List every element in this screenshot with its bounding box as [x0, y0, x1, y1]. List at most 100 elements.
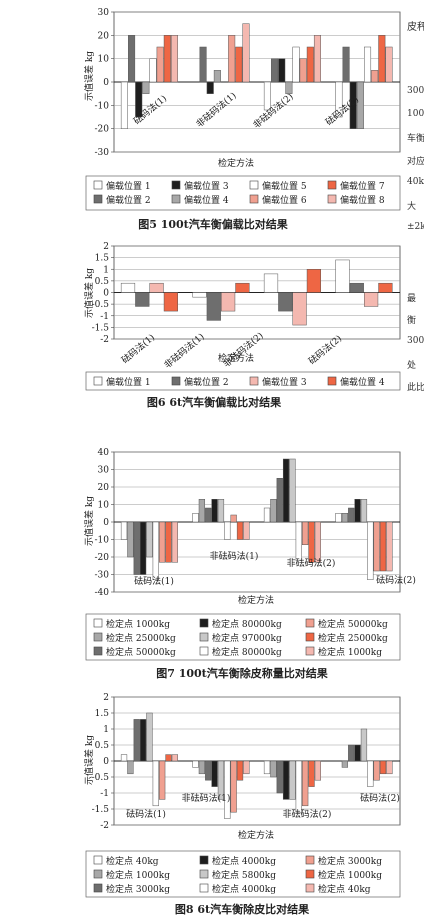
bar — [341, 760, 349, 768]
bar — [354, 744, 361, 762]
bar — [206, 81, 214, 94]
legend-label: 检定点 40kg — [106, 855, 159, 867]
legend-label: 检定点 1000kg — [106, 869, 170, 881]
legend-label: 偏载位置 3 — [184, 180, 229, 192]
figure-caption: 图5 100t汽车衡偏载比对结果 — [138, 217, 288, 231]
bar — [271, 58, 279, 83]
legend-swatch — [171, 376, 181, 386]
bar — [263, 273, 279, 293]
bar — [354, 499, 361, 523]
y-tick-label: 0.5 — [95, 741, 110, 751]
y-tick-label: -0.5 — [92, 300, 110, 310]
bar — [349, 81, 357, 129]
bar — [192, 292, 207, 298]
legend-label: 偏载位置 8 — [340, 194, 385, 206]
legend-swatch — [199, 869, 209, 879]
bar — [308, 521, 315, 563]
bar — [213, 70, 221, 83]
bar — [360, 728, 368, 762]
y-axis-label: 示值误差 kg — [83, 51, 95, 101]
legend-swatch — [305, 618, 315, 628]
side-text-line: 衡 — [407, 316, 417, 326]
y-tick-label: 1.5 — [95, 254, 110, 264]
bar — [120, 754, 128, 762]
legend-label: 偏载位置 3 — [262, 376, 307, 388]
bar — [379, 521, 387, 572]
bar — [205, 507, 212, 523]
bar — [270, 499, 277, 523]
y-tick-label: -1 — [100, 312, 109, 322]
bar — [165, 754, 172, 762]
legend-swatch — [199, 883, 209, 893]
legend-swatch — [327, 180, 337, 190]
legend-label: 检定点 40kg — [318, 883, 371, 895]
bar — [373, 760, 380, 781]
bar — [292, 292, 307, 326]
bar — [236, 521, 244, 540]
legend-box — [85, 371, 401, 391]
y-tick-label: 40 — [98, 448, 110, 458]
side-text-line: ±2k — [407, 222, 424, 232]
bar — [163, 292, 179, 312]
y-tick-label: -10 — [95, 536, 110, 546]
bar — [235, 46, 243, 83]
figure-caption: 图8 6t汽车衡除皮比对结果 — [175, 902, 309, 916]
legend-swatch — [305, 855, 315, 865]
bar — [364, 46, 372, 83]
x-axis-label: 检定方法 — [218, 352, 254, 364]
y-axis-label: 示值误差 kg — [83, 268, 95, 318]
legend-swatch — [199, 618, 209, 628]
legend-label: 偏载位置 5 — [262, 180, 307, 192]
bar — [163, 35, 171, 83]
bar — [356, 81, 364, 129]
legend-label: 检定点 3000kg — [318, 855, 382, 867]
legend-swatch — [199, 646, 209, 656]
bar — [139, 719, 147, 762]
legend-label: 检定点 4000kg — [212, 855, 276, 867]
legend-swatch — [93, 618, 103, 628]
bar — [378, 282, 393, 293]
bar — [217, 760, 225, 800]
legend-label: 检定点 1000kg — [318, 869, 382, 881]
bar — [285, 81, 293, 94]
bar — [135, 292, 150, 307]
bar — [170, 35, 178, 83]
legend-swatch — [93, 180, 103, 190]
y-tick-label: -20 — [95, 553, 110, 563]
legend-swatch — [93, 869, 103, 879]
legend-swatch — [93, 646, 103, 656]
bar — [342, 46, 350, 83]
y-tick-label: 1.5 — [95, 709, 110, 719]
bar — [306, 269, 321, 293]
side-text-line: 此比 — [407, 383, 424, 393]
category-label: 非砝码法(2) — [283, 808, 332, 820]
legend-label: 检定点 25000kg — [318, 632, 388, 644]
y-tick-label: 10 — [98, 55, 110, 65]
bar — [263, 507, 271, 523]
bar — [149, 282, 164, 293]
bar — [165, 521, 172, 563]
category-label: 砝码法(1) — [134, 575, 174, 587]
legend-label: 检定点 1000kg — [106, 618, 170, 630]
bar — [192, 760, 199, 768]
y-tick-label: -30 — [95, 148, 110, 158]
bar — [159, 521, 166, 563]
bar — [373, 521, 380, 572]
legend-swatch — [249, 194, 259, 204]
bar — [289, 760, 296, 800]
side-text-line: 处 — [407, 361, 417, 371]
legend-box — [85, 175, 401, 211]
legend-label: 检定点 4000kg — [212, 883, 276, 895]
bar — [378, 35, 386, 83]
bar — [198, 499, 206, 523]
y-tick-label: 0.5 — [95, 277, 110, 287]
bar — [386, 760, 393, 775]
x-axis-label: 检定方法 — [218, 157, 254, 169]
legend-label: 检定点 80000kg — [212, 646, 282, 658]
legend-swatch — [305, 632, 315, 642]
bar — [142, 81, 150, 94]
bar — [335, 259, 350, 293]
bar — [152, 760, 159, 807]
bar — [206, 292, 221, 321]
